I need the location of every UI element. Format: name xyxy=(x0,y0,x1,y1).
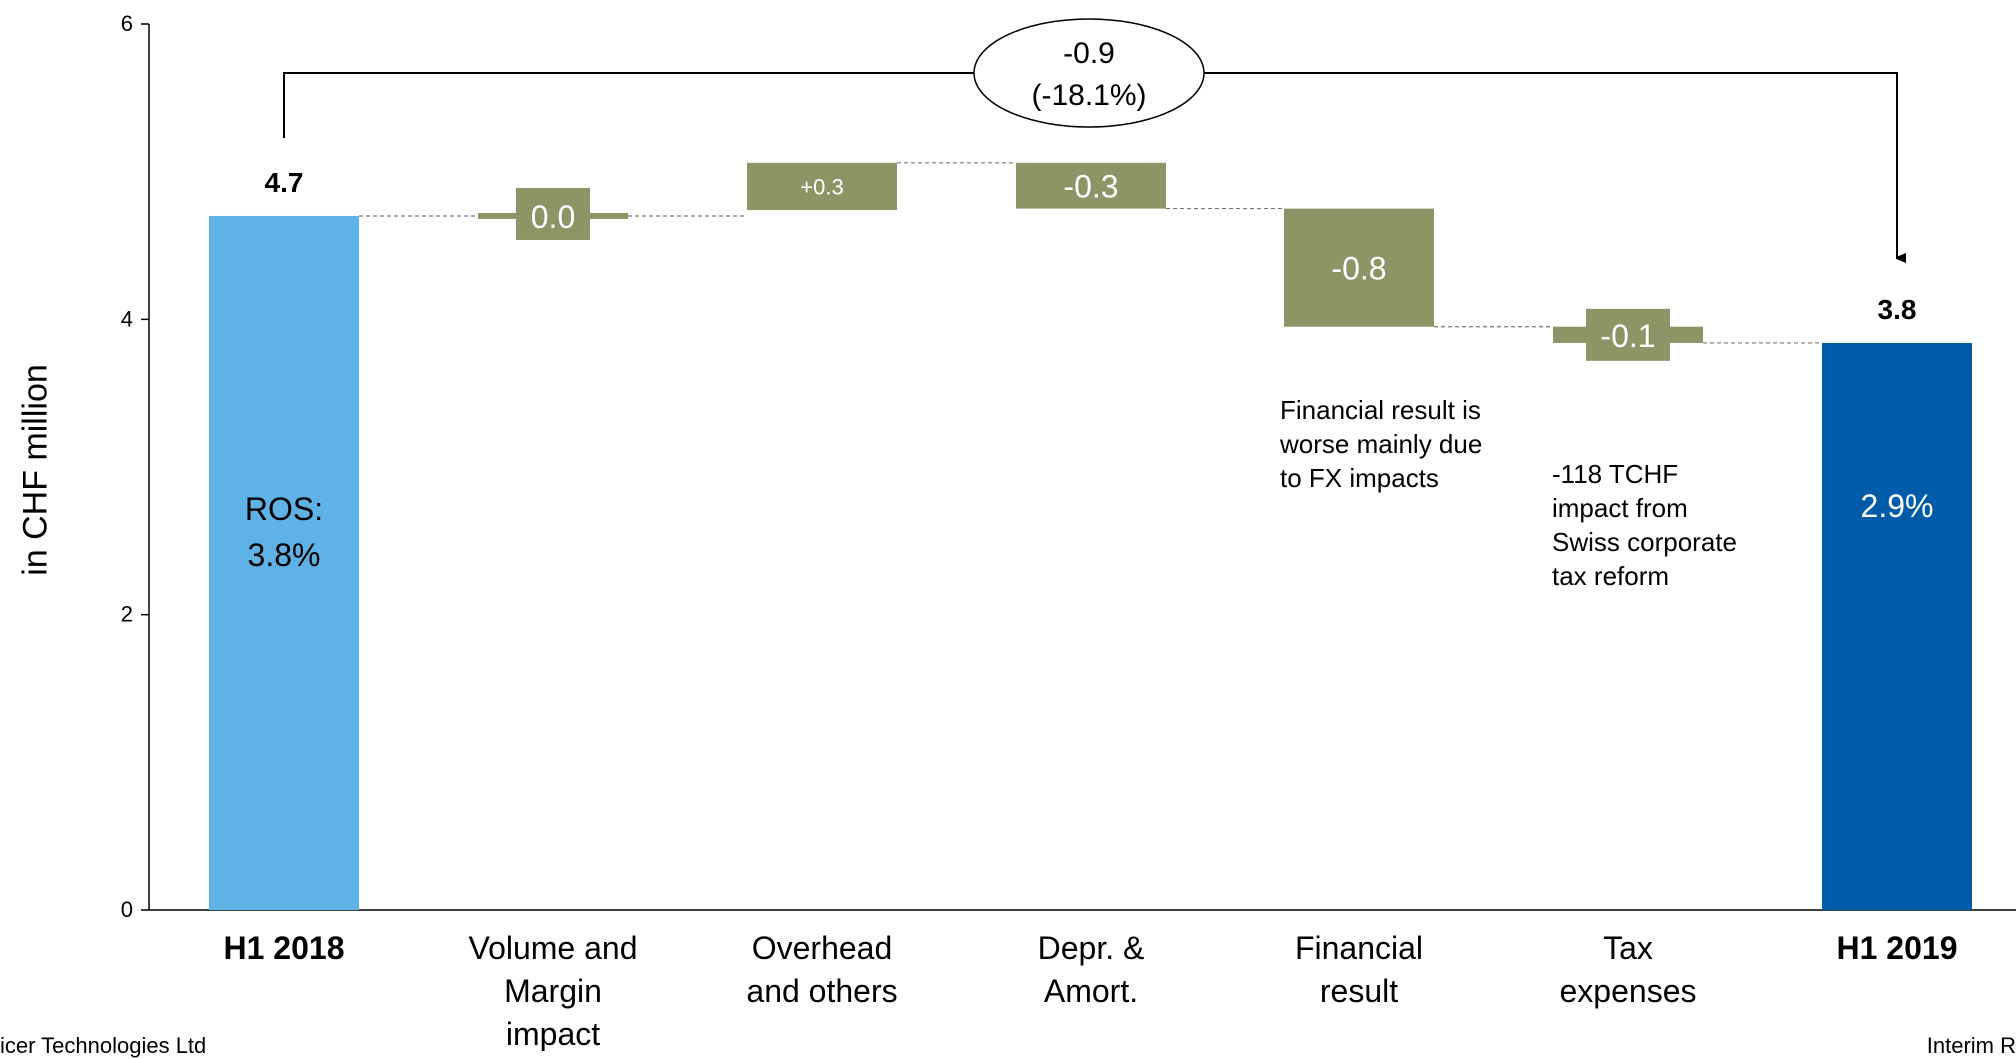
bar-labels: 4.7 ROS: 3.8% 0.0 +0.3 -0.3 -0.8 -0.1 3.8 2.9% xyxy=(245,167,1934,573)
footer-company: icer Technologies Ltd xyxy=(0,1033,207,1058)
y-axis: 0 2 4 6 xyxy=(121,11,2016,922)
connector-lines xyxy=(359,162,1822,344)
bars xyxy=(209,162,1972,911)
category-label: Tax expenses xyxy=(1560,930,1697,1009)
bar-value-label: 4.7 xyxy=(265,167,304,198)
delta-label-box xyxy=(1586,308,1670,361)
category-labels: H1 2018 Volume and Margin impact Overhead and… xyxy=(224,930,1958,1051)
bar-value-label: -0.8 xyxy=(1331,250,1386,286)
y-axis-label: in CHF million xyxy=(16,364,55,576)
change-percent: (-18.1%) xyxy=(1031,79,1146,112)
delta-bar xyxy=(1016,162,1166,209)
total-bar xyxy=(209,215,359,910)
bar-value-label: 3.8 xyxy=(1878,294,1917,325)
category-label: H1 2018 xyxy=(224,930,345,966)
tax-expenses-note: -118 TCHF impact from Swiss corporate ta… xyxy=(1552,459,1737,591)
bar-inner-label: ROS: 3.8% xyxy=(245,491,323,573)
bar-value-label: -0.1 xyxy=(1600,318,1655,354)
category-label: Overhead and others xyxy=(746,930,897,1009)
bar-value-label: 0.0 xyxy=(531,199,575,235)
bar-inner-label: 2.9% xyxy=(1861,488,1934,524)
y-tick-label: 6 xyxy=(121,11,133,36)
bar-value-label: +0.3 xyxy=(800,175,843,200)
y-tick-label: 0 xyxy=(121,897,133,922)
total-bar xyxy=(1822,342,1972,911)
bar-value-label: -0.3 xyxy=(1063,169,1118,205)
delta-label-box xyxy=(516,187,590,240)
category-label: H1 2019 xyxy=(1837,930,1958,966)
delta-bar xyxy=(747,162,897,211)
footer-report: Interim R xyxy=(1926,1033,2016,1058)
category-label: Volume and Margin impact xyxy=(468,930,637,1051)
category-label: Depr. & Amort. xyxy=(1038,930,1145,1009)
change-ellipse xyxy=(973,18,1205,128)
financial-result-note: Financial result is worse mainly due to … xyxy=(1280,395,1483,493)
change-value: -0.9 xyxy=(1063,37,1115,70)
change-bracket: -0.9 (-18.1%) xyxy=(283,18,1897,258)
y-tick-label: 4 xyxy=(121,306,133,331)
category-label: Financial result xyxy=(1295,930,1423,1009)
y-tick-label: 2 xyxy=(121,602,133,627)
delta-bar xyxy=(1284,208,1434,327)
